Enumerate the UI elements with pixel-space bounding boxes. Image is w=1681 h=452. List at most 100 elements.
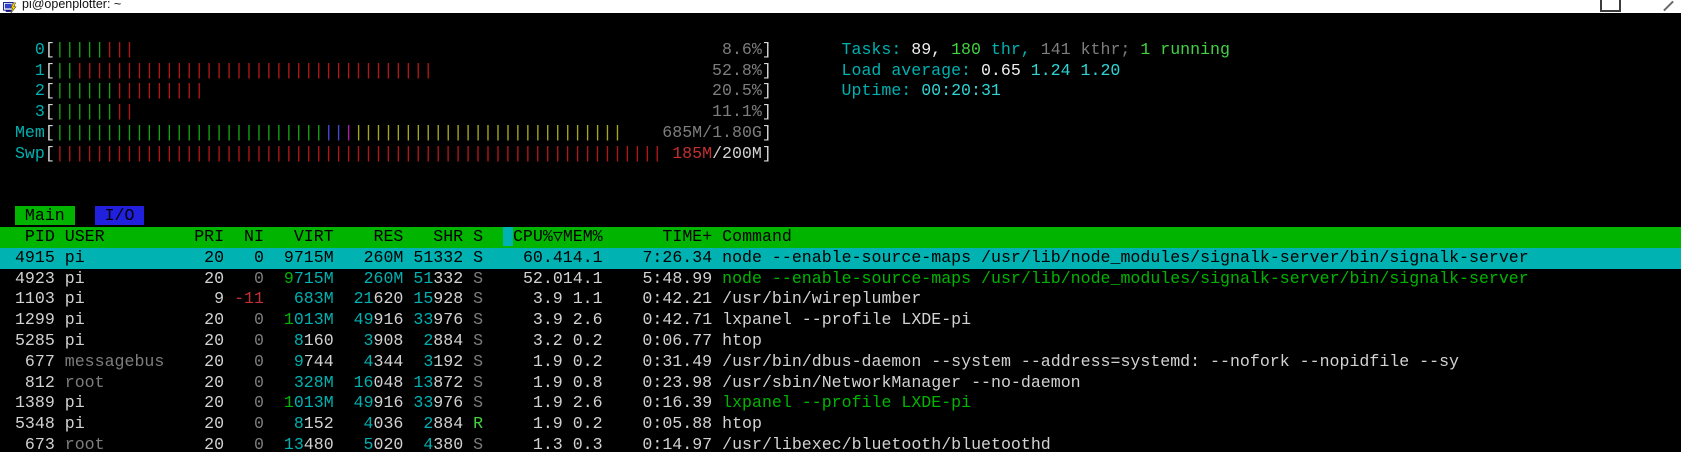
process-row[interactable]: 1103 pi 9 -11 683M 21620 15928 S 3.9 1.1… — [0, 289, 1681, 310]
cell-user: pi — [64, 414, 175, 434]
cell-res: 5 — [363, 434, 374, 452]
process-table-header[interactable]: PID USER PRI NI VIRT RES SHR S CPU%▽MEM%… — [0, 226, 1681, 248]
cell-virt — [264, 414, 294, 433]
cell-mem: 0.3 — [562, 434, 613, 452]
cell-cpu: 3.9 — [483, 310, 563, 330]
cell-cpu: 60.4 — [483, 247, 563, 267]
cell-ni: 0 — [224, 434, 264, 452]
cell-user: messagebus — [64, 351, 175, 371]
cell-ni: 0 — [224, 247, 264, 267]
cell-shr: 33 — [413, 310, 434, 330]
meter-open-bracket: [ — [44, 81, 55, 101]
meter-bar-segment: ||||||||||||||||||||||||||| — [54, 122, 324, 142]
meter-close-bracket: ] — [761, 60, 772, 80]
cpu3-meter: 3[|||||||| 11.1%] — [0, 102, 1681, 123]
cell-pid: 1389 — [5, 393, 55, 413]
cell-virt: 683M — [293, 289, 334, 309]
cell-mem: 2.6 — [562, 393, 613, 413]
cell-shr: 33 — [413, 393, 434, 413]
cell-virt: 9 — [283, 247, 294, 267]
cell-time: 5:48.99 — [612, 268, 713, 288]
meter-bar-segment: |||||| — [54, 102, 115, 122]
process-row[interactable]: 1389 pi 20 0 1013M 49916 33976 S 1.9 2.6… — [0, 393, 1681, 414]
cell-ni: 0 — [224, 393, 264, 413]
screen-tabs: Main I/O — [0, 206, 1681, 227]
cell-mem: 0.2 — [562, 351, 613, 371]
blank-line — [0, 19, 1681, 40]
cell-shr — [403, 435, 423, 452]
cell-virt: 13 — [283, 434, 304, 452]
cell-mem: 14.1 — [562, 247, 613, 267]
process-row[interactable]: 677 messagebus 20 0 9744 4344 3192 S 1.9… — [0, 352, 1681, 373]
cell-state: S — [473, 330, 484, 350]
putty-icon — [3, 1, 17, 19]
cell-pri: 20 — [174, 310, 225, 330]
cell-pid: 5285 — [5, 330, 55, 350]
cell-mem: 0.8 — [562, 372, 613, 392]
cell-virt — [264, 435, 284, 452]
meter-open-bracket: [ — [44, 102, 55, 122]
meter-open-bracket: [ — [44, 60, 55, 80]
meter-bar-segment: ||||||||||||||||||||||||||||||||||||||||… — [54, 143, 663, 163]
cell-user: pi — [64, 310, 175, 330]
cell-ni: 0 — [224, 310, 264, 330]
cell-user: root — [64, 434, 175, 452]
cell-ni: -11 — [224, 289, 264, 309]
cell-state: S — [473, 268, 484, 288]
cell-res: 49 — [353, 310, 374, 330]
cell-pid: 677 — [5, 351, 55, 371]
col-mem: MEM% — [562, 226, 613, 246]
cell-res: 49 — [353, 393, 374, 413]
cell-user: pi — [64, 289, 175, 309]
tasks-summary: 141 kthr; — [1040, 39, 1131, 59]
cell-cpu: 52.0 — [483, 268, 563, 288]
tab-main[interactable]: Main — [14, 206, 75, 226]
cell-mem: 2.6 — [562, 310, 613, 330]
window-titlebar: pi@openplotter: ~ — [0, 0, 1681, 14]
process-row[interactable]: 4923 pi 20 0 9715M 260M 51332 S 52.014.1… — [0, 269, 1681, 290]
tasks-summary: Tasks: — [841, 39, 912, 59]
htop-terminal[interactable]: 0[|||||||| 8.6%] Tasks: 89, 180 thr, 141… — [0, 13, 1681, 452]
cell-pid: 5348 — [5, 414, 55, 434]
process-row[interactable]: 5285 pi 20 0 8160 3908 2884 S 3.2 0.2 0:… — [0, 331, 1681, 352]
cell-cpu: 1.9 — [483, 351, 563, 371]
cell-res: 344 — [373, 351, 404, 371]
process-row-selected[interactable]: 4915 pi 20 0 9715M 260M 51332 S 60.414.1… — [0, 247, 1681, 269]
cell-time: 0:06.77 — [612, 330, 713, 350]
cell-res — [334, 289, 354, 308]
cell-res: 21 — [353, 289, 374, 309]
maximize-button[interactable] — [1600, 0, 1621, 12]
process-row[interactable]: 673 root 20 0 13480 5020 4380 S 1.3 0.3 … — [0, 435, 1681, 452]
col-user: USER — [64, 226, 175, 246]
col-pid: PID — [5, 226, 55, 246]
window-resize-grip[interactable] — [1663, 0, 1674, 12]
cell-cpu: 3.9 — [483, 289, 563, 309]
cell-res: 260M — [363, 247, 404, 267]
cell-res: 036 — [373, 414, 404, 434]
meter-close-bracket: ] — [761, 39, 772, 59]
cell-shr: 13 — [413, 372, 434, 392]
meter-label: Swp — [5, 143, 45, 163]
process-row[interactable]: 812 root 20 0 328M 16048 13872 S 1.9 0.8… — [0, 373, 1681, 394]
cell-res: 3 — [363, 330, 374, 350]
cell-state: S — [473, 372, 484, 392]
cell-command: /usr/bin/dbus-daemon --system --address=… — [722, 351, 1460, 371]
process-row[interactable]: 5348 pi 20 0 8152 4036 2884 R 1.9 0.2 0:… — [0, 414, 1681, 435]
cell-command: htop — [722, 330, 762, 350]
cell-mem: 0.2 — [562, 414, 613, 434]
cell-ni: 0 — [224, 414, 264, 434]
cell-ni: 0 — [224, 372, 264, 392]
cell-pid: 812 — [5, 372, 55, 392]
process-row[interactable]: 1299 pi 20 0 1013M 49916 33976 S 3.9 2.6… — [0, 310, 1681, 331]
cell-ni: 0 — [224, 351, 264, 371]
cell-virt — [264, 269, 284, 288]
meter-close-bracket: ] — [761, 122, 772, 142]
cell-shr — [403, 331, 423, 350]
cell-virt: 715M — [293, 247, 334, 267]
tab-io[interactable]: I/O — [94, 206, 145, 226]
cell-pid: 673 — [5, 434, 55, 452]
meter-value: 52.8% — [712, 60, 762, 80]
cell-shr: 928 — [433, 289, 464, 309]
tasks-summary — [1130, 40, 1140, 59]
cell-shr — [403, 248, 413, 267]
